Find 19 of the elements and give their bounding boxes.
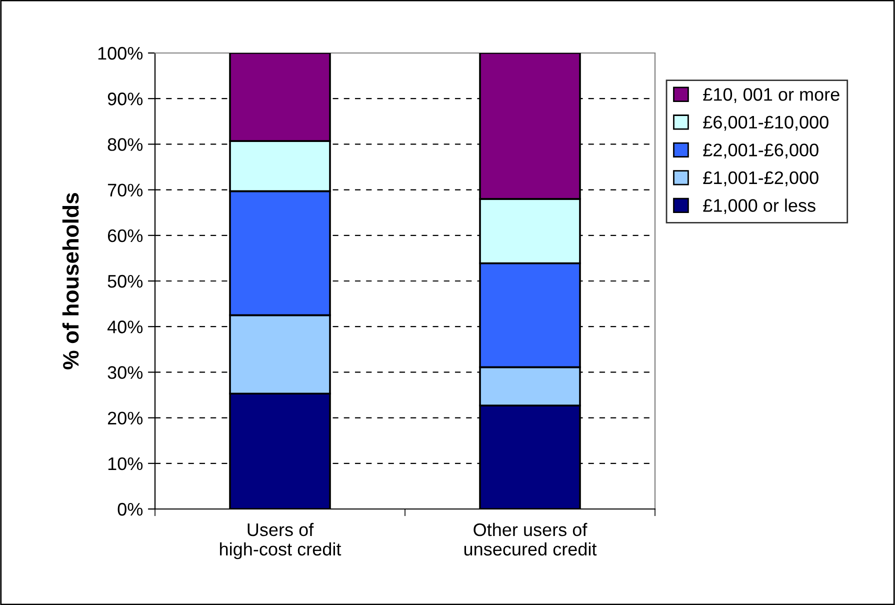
legend-label: £6,001-£10,000 [703,116,828,131]
y-axis-title: % of households [62,193,79,370]
y-tick-label: 20% [108,412,143,425]
y-tick-label: 80% [108,138,143,151]
y-tick-label: 60% [108,229,143,242]
legend-label: £1,001-£2,000 [703,171,818,186]
legend-label: £10, 001 or more [703,88,840,103]
x-tick-label: Users of high-cost credit [220,522,342,560]
y-tick-label: 30% [108,366,143,379]
legend-label: £2,001-£6,000 [703,144,818,158]
y-tick-label: 70% [108,184,143,197]
y-tick-label: 0% [118,502,143,516]
y-tick-label: 90% [108,92,143,106]
y-tick-label: 100% [98,46,143,60]
y-tick-label: 50% [108,274,143,288]
x-tick-label: Other users of unsecured credit [464,522,597,556]
y-tick-label: 40% [107,320,143,334]
y-tick-label: 10% [108,457,143,470]
legend-label: £1,000 or less [703,198,816,214]
